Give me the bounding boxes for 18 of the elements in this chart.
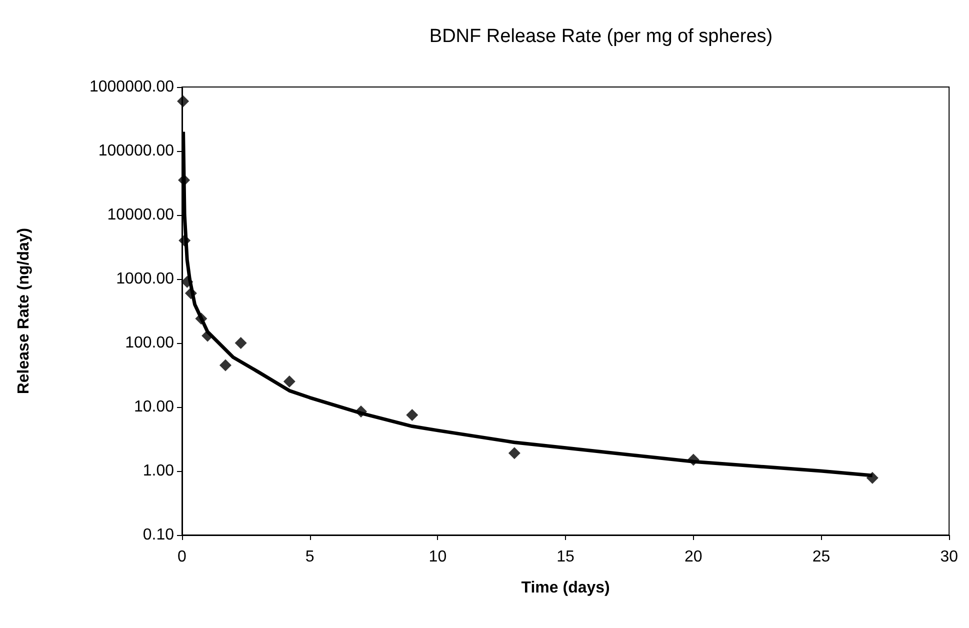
y-axis-title: Release Rate (ng/day) — [16, 228, 32, 394]
x-tick-label: 15 — [556, 548, 575, 566]
x-tick-label: 30 — [940, 548, 958, 566]
y-tick-label: 10000.00 — [107, 206, 174, 224]
x-tick-label: 5 — [305, 548, 314, 566]
y-tick-label: 100000.00 — [98, 142, 174, 160]
chart-title: BDNF Release Rate (per mg of spheres) — [429, 26, 773, 47]
y-tick-label: 100.00 — [125, 334, 174, 352]
y-tick-label: 1.00 — [142, 462, 174, 480]
y-tick-label: 1000.00 — [116, 270, 174, 288]
x-tick-label: 25 — [812, 548, 830, 566]
x-tick-label: 0 — [178, 548, 187, 566]
x-axis-title: Time (days) — [521, 580, 610, 596]
x-tick-label: 20 — [684, 548, 702, 566]
y-tick-label: 10.00 — [134, 398, 174, 416]
y-tick-label: 1000000.00 — [89, 78, 174, 96]
x-tick-label: 10 — [428, 548, 447, 566]
y-tick-label: 0.10 — [142, 526, 174, 544]
